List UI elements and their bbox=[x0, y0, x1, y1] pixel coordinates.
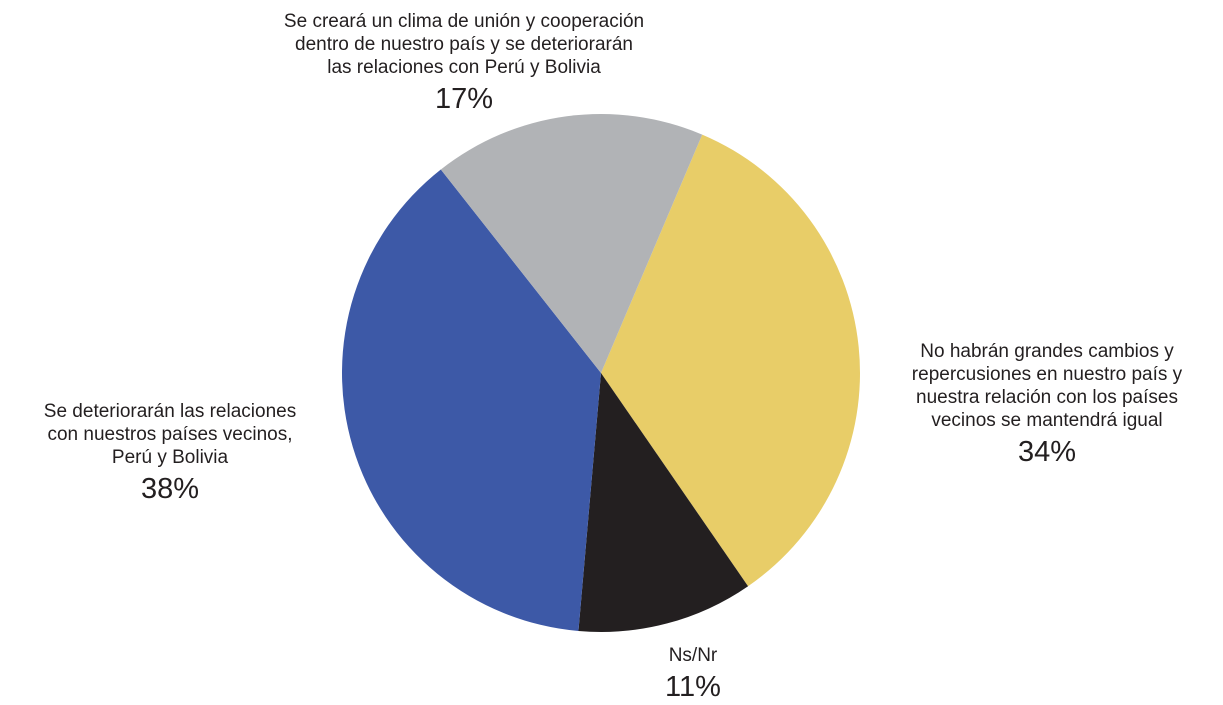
label-unity-line-1: Se creará un clima de unión y cooperació… bbox=[283, 11, 645, 32]
slice-nsnr bbox=[578, 373, 749, 632]
label-deteriorate-line-2: con nuestros países vecinos, bbox=[47, 424, 293, 445]
label-deteriorate-percent: 38% bbox=[140, 473, 200, 505]
label-no-changes-line-3: nuestra relación con los países bbox=[916, 387, 1178, 408]
label-unity-line-3: las relaciones con Perú y Bolivia bbox=[327, 57, 601, 78]
slice-unity bbox=[440, 113, 703, 373]
label-unity-line-2: dentro de nuestro país y se deteriorarán bbox=[295, 34, 633, 55]
label-no-changes-line-2: repercusiones en nuestro país y bbox=[911, 364, 1183, 385]
label-unity-percent: 17% bbox=[434, 83, 494, 115]
label-no-changes-line-1: No habrán grandes cambios y bbox=[920, 341, 1174, 362]
label-deteriorate-line-1: Se deteriorarán las relaciones bbox=[43, 401, 297, 422]
label-deteriorate: Se deteriorarán las relaciones con nuest… bbox=[44, 400, 296, 507]
label-no-changes-line-4: vecinos se mantendrá igual bbox=[931, 410, 1163, 431]
label-deteriorate-line-3: Perú y Bolivia bbox=[111, 447, 229, 468]
slice-no-changes bbox=[601, 134, 860, 587]
slice-deteriorate bbox=[341, 169, 601, 632]
label-no-changes-percent: 34% bbox=[1017, 436, 1077, 468]
label-no-changes: No habrán grandes cambios y repercusione… bbox=[912, 340, 1182, 470]
pie-slices bbox=[341, 113, 860, 632]
label-nsnr-percent: 11% bbox=[665, 671, 721, 703]
label-nsnr-line-1: Ns/Nr bbox=[668, 645, 718, 666]
label-nsnr: Ns/Nr 11% bbox=[665, 644, 721, 705]
label-unity: Se creará un clima de unión y cooperació… bbox=[284, 10, 644, 117]
